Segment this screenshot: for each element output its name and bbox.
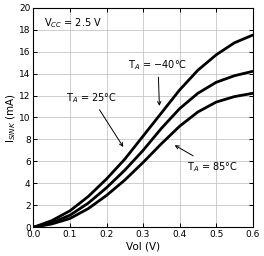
X-axis label: Vol (V): Vol (V): [126, 242, 160, 252]
Text: V$_{CC}$ = 2.5 V: V$_{CC}$ = 2.5 V: [44, 16, 103, 30]
Text: T$_A$ = −40°C: T$_A$ = −40°C: [128, 58, 187, 105]
Text: T$_A$ = 85°C: T$_A$ = 85°C: [176, 146, 238, 174]
Y-axis label: I$_{SINK}$ (mA): I$_{SINK}$ (mA): [4, 92, 18, 143]
Text: T$_A$ = 25°C: T$_A$ = 25°C: [66, 91, 123, 146]
